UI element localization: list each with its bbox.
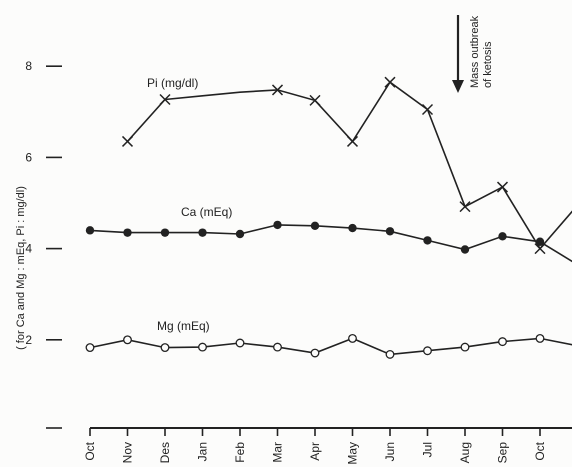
pi-point-3	[309, 94, 321, 106]
mg-point-11	[498, 337, 507, 347]
x-tick-label-7: May	[346, 442, 360, 465]
pi-point-1	[159, 93, 171, 106]
y-tick-label-4: 4	[25, 242, 32, 256]
series-label-mg: Mg (mEq)	[157, 319, 210, 333]
x-tick-label-5: Mar	[271, 442, 285, 463]
x-tick-label-11: Sep	[496, 442, 510, 464]
ca-point-7	[348, 223, 357, 233]
mg-point-8	[385, 349, 395, 359]
mg-line	[89, 337, 572, 356]
x-tick-label-9: Jul	[421, 442, 435, 457]
ca-point-5	[273, 220, 282, 230]
pi-line-segment-0	[126, 98, 166, 142]
x-tick-label-3: Jan	[196, 442, 210, 461]
ca-point-6	[310, 221, 320, 230]
x-tick-label-6: Apr	[308, 442, 322, 461]
pi-point-6	[421, 103, 434, 116]
ca-point-4	[235, 229, 245, 239]
pi-point-2	[271, 84, 284, 96]
mg-point-2	[160, 343, 170, 353]
ca-point-1	[123, 228, 132, 237]
annotation-line-1: Mass outbreak	[469, 15, 481, 88]
x-tick-label-0: Oct	[83, 441, 97, 460]
pi-point-5	[384, 76, 396, 88]
mg-point-4	[235, 338, 245, 348]
y-tick-label-8: 8	[25, 59, 32, 73]
pi-point-8	[496, 181, 509, 193]
ketosis-annotation: Mass outbreak of ketosis	[452, 15, 494, 93]
ca-point-9	[423, 236, 432, 245]
y-tick-label-6: 6	[25, 150, 32, 164]
mg-point-10	[460, 342, 470, 352]
pi-point-9	[534, 243, 546, 255]
ca-point-2	[160, 228, 170, 237]
series-label-pi: Pi (mg/dl)	[147, 76, 198, 90]
series-layer	[85, 76, 572, 359]
x-tick-label-1: Nov	[121, 442, 135, 463]
annotation-arrow-head	[452, 80, 464, 93]
axes: ( for Ca and Mg : mEq, Pi : mg/dl) Oct No…	[15, 59, 572, 465]
x-tick-label-2: Des	[158, 442, 172, 463]
pi-line-segment-1	[164, 81, 541, 250]
x-tick-label-10: Aug	[458, 442, 472, 463]
pi-point-0	[121, 135, 134, 147]
mg-point-3	[198, 342, 207, 352]
mg-point-9	[423, 346, 432, 356]
ca-point-3	[198, 228, 207, 237]
ca-point-8	[385, 227, 395, 236]
x-tick-label-13: Nov	[571, 442, 572, 463]
pi-line-segment-2	[539, 210, 572, 250]
annotation-line-2: of ketosis	[482, 41, 494, 88]
mg-point-6	[310, 348, 320, 358]
series-label-ca: Ca (mEq)	[181, 205, 232, 219]
mg-point-0	[85, 343, 95, 353]
x-tick-label-12: Oct	[533, 441, 547, 460]
mg-point-7	[348, 333, 357, 343]
y-tick-label-2: 2	[25, 333, 32, 347]
mg-point-12	[535, 333, 545, 343]
ca-point-12	[535, 237, 545, 246]
x-tick-label-8: Jun	[383, 442, 397, 461]
pi-point-7	[459, 201, 471, 213]
x-tick-label-4: Feb	[233, 442, 247, 463]
ca-point-11	[498, 232, 507, 241]
mg-point-1	[123, 335, 132, 345]
ca-point-10	[460, 245, 470, 254]
label-layer: Pi (mg/dl) Ca (mEq) Mg (mEq)	[147, 76, 232, 333]
mg-point-5	[273, 342, 282, 352]
y-axis-label: ( for Ca and Mg : mEq, Pi : mg/dl)	[15, 186, 27, 350]
ca-line	[89, 224, 572, 263]
pi-point-4	[346, 135, 359, 147]
ca-point-0	[85, 226, 95, 235]
